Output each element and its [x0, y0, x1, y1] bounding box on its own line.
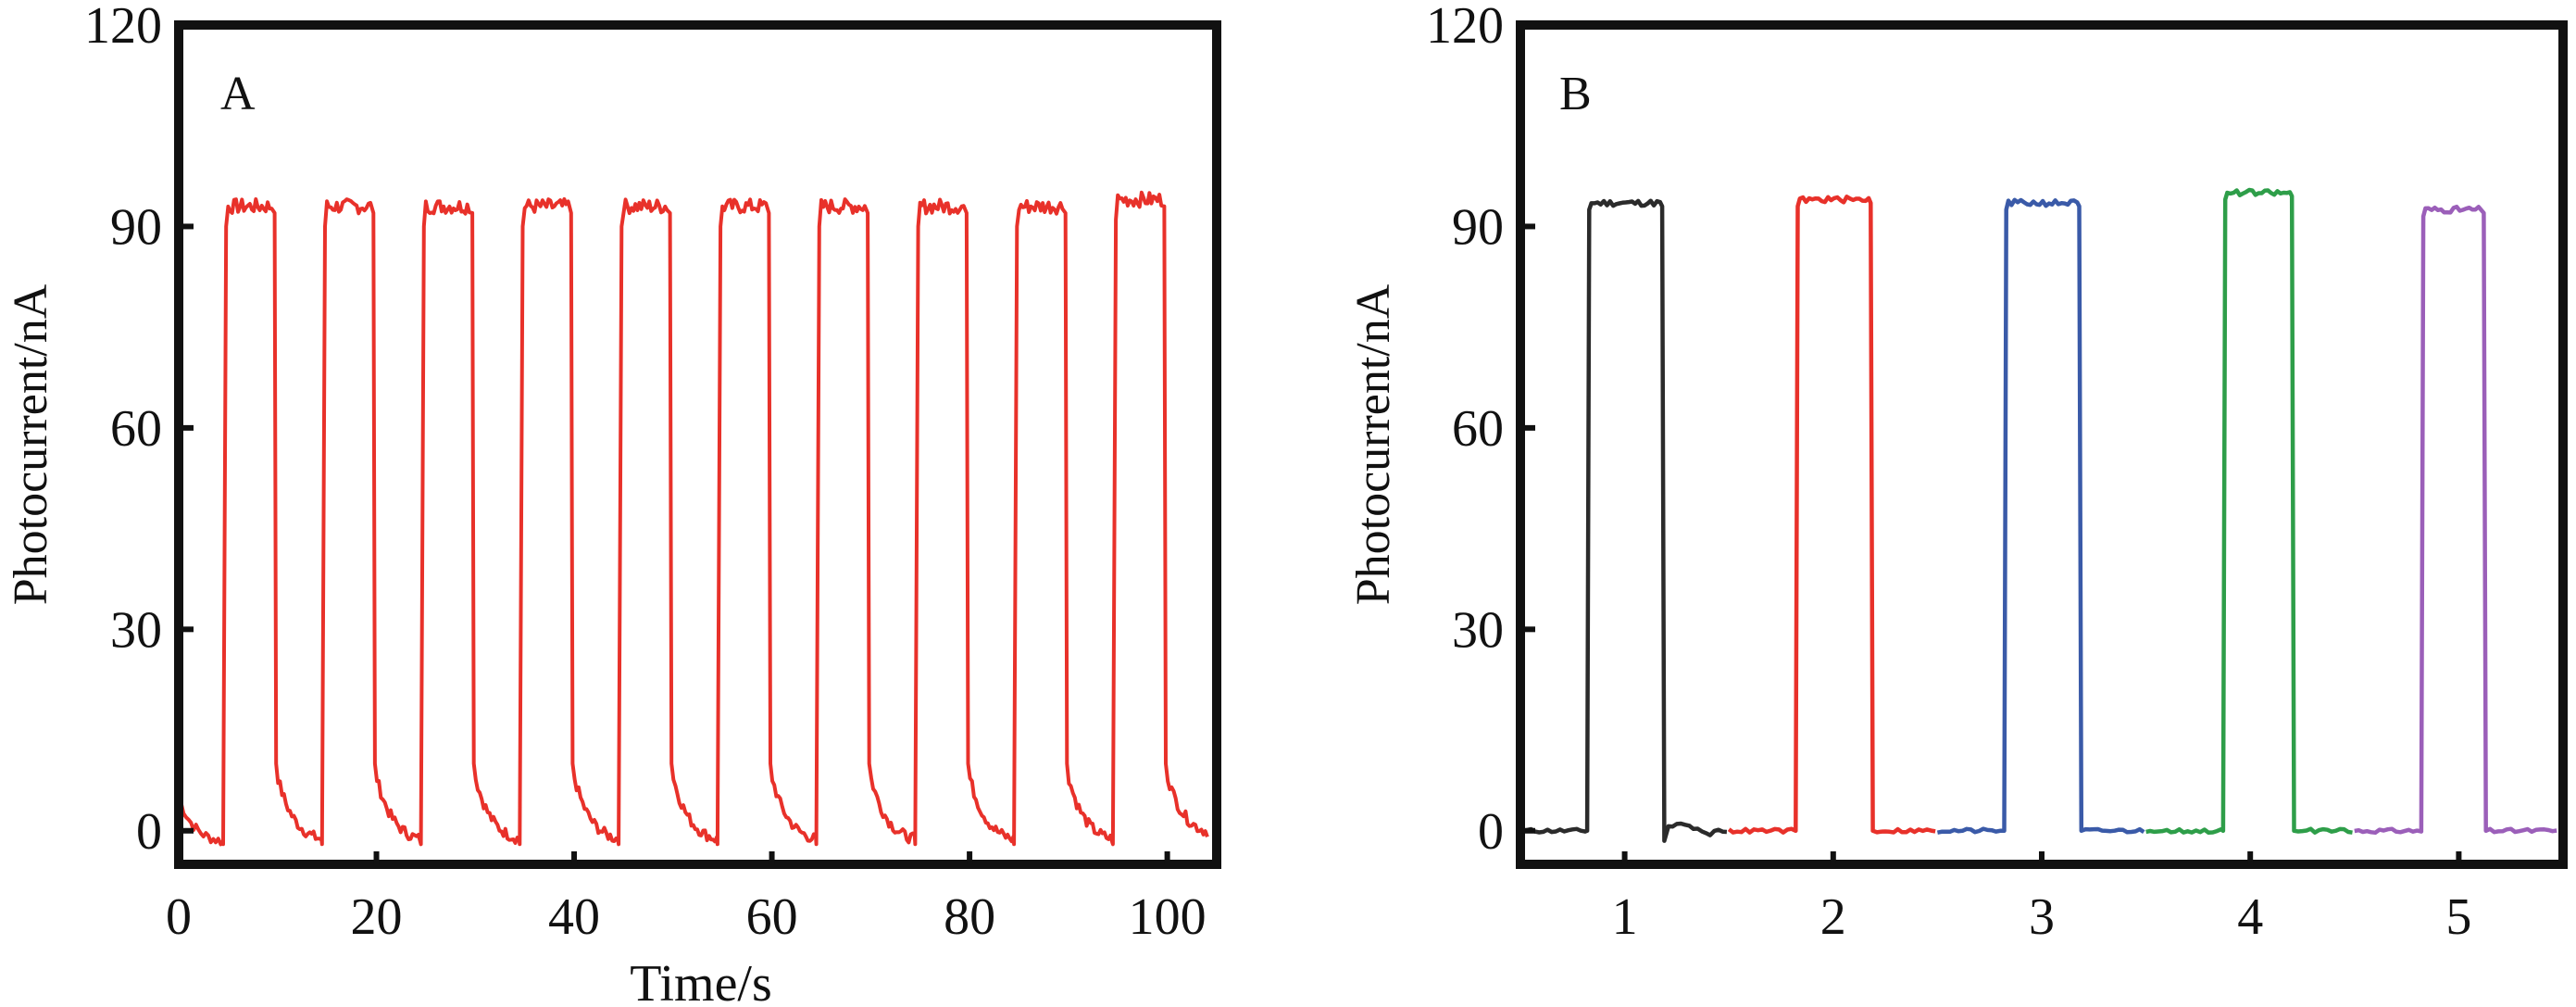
panel-b-y-tick-label: 120 — [1426, 0, 1504, 55]
panel-b-cycle-1-line — [1526, 198, 1728, 843]
panel-b-y-tick-label: 30 — [1452, 601, 1504, 659]
panel-a-x-tick-label: 0 — [166, 888, 192, 946]
panel-b-x-tick-label: 1 — [1612, 888, 1638, 946]
panel-b-y-tick-label: 0 — [1478, 803, 1504, 861]
panel-a: 0 30 60 90 120 0 20 40 60 80 100 A Photocurrent/n… — [5, 0, 1221, 1007]
panel-b: 0 30 60 90 120 1 2 3 4 5 B Photocurrent/nA — [1347, 0, 2568, 946]
panel-a-y-axis-label: Photocurrent/nA — [5, 283, 57, 605]
panel-a-x-axis-label: Time/s — [630, 955, 772, 1007]
panel-b-x-tick-label: 5 — [2445, 888, 2471, 946]
panel-b-series — [1526, 187, 2557, 843]
panel-a-y-tick-label: 0 — [136, 803, 162, 861]
panel-b-label: B — [1559, 68, 1592, 120]
panel-b-frame — [1516, 20, 2568, 869]
panel-a-label: A — [220, 68, 256, 120]
panel-b-y-ticks: 0 30 60 90 120 — [1426, 0, 1535, 861]
panel-a-y-tick-label: 30 — [110, 601, 162, 659]
panel-b-x-tick-label: 2 — [1820, 888, 1846, 946]
panel-a-y-ticks: 0 30 60 90 120 — [84, 0, 194, 861]
panel-a-frame — [174, 20, 1221, 869]
panel-a-y-tick-label: 90 — [110, 198, 162, 256]
panel-b-x-tick-label: 4 — [2237, 888, 2263, 946]
panel-b-cycle-3-line — [1936, 197, 2145, 835]
panel-b-y-axis-label: Photocurrent/nA — [1347, 283, 1400, 605]
panel-a-x-tick-label: 20 — [351, 888, 403, 946]
panel-b-x-ticks: 1 2 3 4 5 — [1612, 851, 2471, 946]
panel-b-x-tick-label: 3 — [2029, 888, 2055, 946]
panel-a-x-tick-label: 100 — [1129, 888, 1207, 946]
panel-b-cycle-2-line — [1727, 195, 1936, 835]
panel-b-y-tick-label: 60 — [1452, 400, 1504, 458]
panel-a-y-tick-label: 120 — [84, 0, 162, 55]
panel-a-series — [177, 190, 1209, 847]
panel-a-y-tick-label: 60 — [110, 400, 162, 458]
panel-a-photocurrent-line — [177, 190, 1209, 847]
panel-a-x-tick-label: 40 — [548, 888, 600, 946]
panel-b-y-tick-label: 90 — [1452, 198, 1504, 256]
panel-a-x-tick-label: 80 — [944, 888, 995, 946]
panel-b-cycle-4-line — [2145, 187, 2353, 836]
panel-a-x-ticks: 0 20 40 60 80 100 — [166, 851, 1207, 946]
panel-a-x-tick-label: 60 — [746, 888, 798, 946]
panel-b-cycle-5-line — [2354, 204, 2557, 836]
